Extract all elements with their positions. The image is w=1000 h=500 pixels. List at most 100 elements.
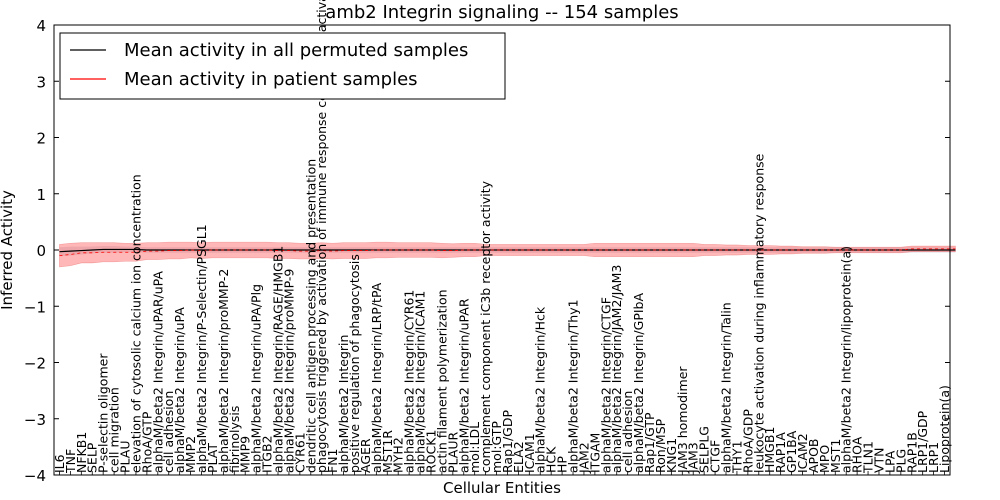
x-tick-label: LRP1 — [926, 442, 941, 473]
band-permuted — [59, 246, 956, 257]
x-tick-label: cell adhesion — [620, 391, 635, 473]
x-tick-label: alphaM/beta2 Integrin/Thy1 — [566, 299, 581, 473]
x-tick-label: actin filament polymerization — [434, 289, 449, 473]
x-tick-label: RHOA — [850, 436, 865, 473]
y-axis-ticks: −4 −3 −2 −1 0 1 2 3 4 — [24, 17, 950, 485]
x-tick-label: MST1 — [828, 439, 843, 473]
x-tick-label: MYH2 — [391, 437, 406, 473]
x-tick-label: PLAUR — [445, 432, 460, 473]
x-tick-label: SELPLG — [697, 426, 712, 473]
confidence-bands — [59, 241, 956, 268]
x-tick-label: alphaM/beta2 Integrin/uPAR — [456, 298, 471, 473]
x-tick-label: alphaM/beta2 Integrin/ICAM1 — [413, 291, 428, 473]
x-tick-label: RAP1A — [773, 432, 788, 473]
x-tick-label: RhoA/GDP — [740, 409, 755, 473]
x-tick-label: ICAM2 — [795, 433, 810, 473]
y-tick-label: 4 — [36, 17, 46, 35]
x-tick-label: phagocytosis triggered by activation of … — [314, 0, 329, 473]
x-tick-label: alphaM/beta2 Integrin/uPAR/uPA — [150, 271, 165, 473]
x-tick-label: TNF — [63, 449, 78, 474]
y-tick-label: 3 — [36, 73, 46, 91]
x-tick-label: ICAM1 — [522, 433, 537, 473]
x-tick-label: leukocyte activation during inflammatory… — [751, 153, 766, 473]
x-tick-label: mol:LDL — [467, 422, 482, 473]
legend-label-patient: Mean activity in patient samples — [124, 69, 418, 90]
x-tick-label: MMP9 — [238, 436, 253, 473]
x-tick-label: CTGF — [708, 440, 723, 473]
x-tick-label: JAM3 homodimer — [675, 366, 690, 474]
x-tick-label: Rap1/GDP — [500, 410, 515, 473]
x-tick-label: ELA2 — [511, 441, 526, 473]
x-tick-label: alphaM/beta2 Integrin/CYR61 — [402, 290, 417, 473]
x-tick-label: cell migration — [107, 387, 122, 473]
series-lines — [59, 248, 956, 257]
x-tick-label: alphaM/beta2 Integrin/lipoprotein(a) — [839, 246, 854, 473]
x-tick-label: MPO — [817, 445, 832, 473]
x-tick-label: TLN1 — [861, 441, 876, 474]
x-tick-label: SELP — [85, 442, 100, 473]
x-tick-label: alphaM/beta2 Integrin/uPA/Plg — [249, 284, 264, 473]
x-tick-label: alphaM/beta2 Integrin/JAM2/JAM3 — [609, 265, 624, 473]
series-line-permuted — [59, 248, 956, 253]
x-tick-label: VTN — [871, 447, 886, 473]
y-tick-label: −2 — [24, 355, 46, 373]
x-tick-label: alphaM/beta2 Integrin/GPIbA — [631, 293, 646, 473]
x-tick-label: RAP1B — [904, 432, 919, 473]
chart-title: amb2 Integrin signaling -- 154 samples — [325, 2, 678, 23]
x-tick-label: CYR61 — [292, 432, 307, 473]
x-tick-label: PLG — [893, 449, 908, 473]
x-tick-label: alphaM/beta2 Integrin/proMMP-2 — [216, 269, 231, 473]
y-tick-label: 1 — [36, 186, 46, 204]
x-tick-label: IL6 — [52, 454, 67, 473]
x-tick-label: alphaM/beta2 Integrin/Talin — [719, 302, 734, 473]
x-tick-label: AGER — [358, 438, 373, 473]
x-tick-label: RhoA/GTP — [139, 411, 154, 473]
x-tick-label: alphaM/beta2 Integrin — [336, 335, 351, 473]
y-tick-label: 2 — [36, 130, 46, 148]
x-tick-label: ITGB2 — [260, 435, 275, 473]
x-tick-label: HCK — [544, 446, 559, 473]
y-axis-label: Inferred Activity — [0, 190, 16, 310]
x-tick-label: ITGAM — [587, 433, 602, 473]
x-tick-label: alphaM/beta2 Integrin/P-Selectin/PSGL1 — [194, 224, 209, 473]
x-tick-label: complement component iC3b receptor activ… — [478, 180, 493, 473]
x-tick-label: alphaM/beta2 Integrin/LRP/tPA — [369, 282, 384, 473]
x-tick-label: LRP1/GDP — [915, 410, 930, 473]
x-tick-label: NFKB1 — [74, 432, 89, 473]
x-tick-label: JAM3 — [686, 442, 701, 474]
x-tick-label: alphaM/beta2 Integrin/proMMP-9 — [281, 269, 296, 473]
x-tick-label: ROCK1 — [423, 430, 438, 473]
x-tick-label: alphaM/beta2 Integrin/Hck — [533, 306, 548, 473]
band-patient — [59, 241, 956, 268]
x-tick-label: LPA — [882, 450, 897, 473]
x-tick-label: mol:GTP — [489, 421, 504, 473]
y-tick-label: −3 — [24, 411, 46, 429]
x-tick-label: dendritic cell antigen processing and pr… — [303, 159, 318, 473]
x-tick-label: cell adhesion — [161, 391, 176, 473]
y-tick-label: −4 — [24, 467, 46, 485]
x-tick-label: FN1 — [325, 449, 340, 474]
x-tick-label: fibrinolysis — [227, 406, 242, 473]
x-tick-label: HP — [555, 456, 570, 473]
x-tick-label: MMP2 — [183, 436, 198, 473]
legend-box — [59, 32, 506, 100]
x-tick-label: PLAT — [205, 443, 220, 473]
x-tick-label: JAM2 — [576, 442, 591, 474]
x-tick-label: PLAU — [118, 441, 133, 474]
x-tick-label: alphaM/beta2 Integrin/RAGE/HMGB1 — [271, 246, 286, 473]
x-tick-label: positive regulation of phagocytosis — [347, 254, 362, 473]
x-tick-label: alphaM/beta2 Integrin/CTGF — [598, 297, 613, 473]
x-tick-label: THY1 — [729, 440, 744, 474]
legend-label-permuted: Mean activity in all permuted samples — [124, 40, 468, 61]
x-axis-label: Cellular Entities — [443, 479, 561, 497]
x-tick-label: APOB — [806, 438, 821, 473]
x-tick-label: P-selectin oligomer — [96, 353, 111, 473]
y-tick-label: 0 — [36, 242, 46, 260]
x-tick-label: Rap1/GTP — [642, 412, 657, 473]
x-tick-label: Lipoprotein(a) — [937, 385, 952, 473]
x-tick-label: GP1BA — [784, 430, 799, 473]
x-tick-label: elevation of cytosolic calcium ion conce… — [128, 174, 143, 473]
x-tick-label: HMGB1 — [762, 427, 777, 473]
